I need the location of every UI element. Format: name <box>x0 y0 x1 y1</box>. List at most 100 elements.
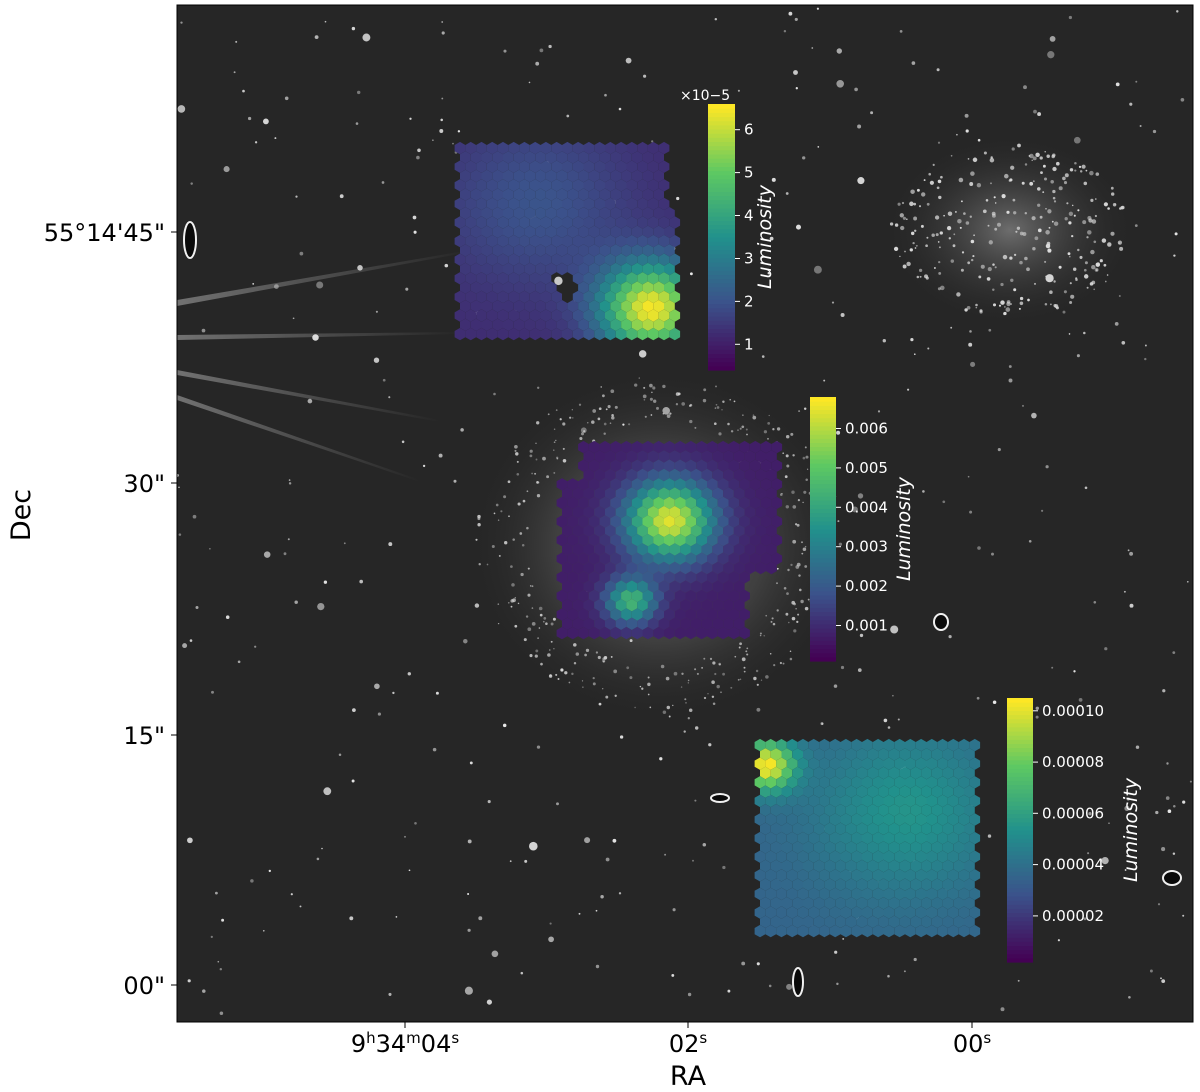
hex-bin <box>470 244 482 257</box>
hex-bin <box>728 496 740 510</box>
hex-bin <box>829 794 841 808</box>
hex-bin <box>813 785 825 798</box>
hex-bin <box>760 785 771 798</box>
hex-bin <box>519 290 530 304</box>
hex-bin <box>797 776 809 789</box>
hex-bin <box>583 561 595 575</box>
hex-bin <box>669 506 681 519</box>
hex-bin <box>588 281 600 294</box>
hex-bin <box>476 234 487 248</box>
hex-bin <box>851 776 862 789</box>
hex-bin <box>610 440 622 454</box>
hex-bin <box>851 831 862 845</box>
hex-bin <box>664 478 675 491</box>
hex-bin <box>937 869 948 882</box>
hex-bin <box>492 262 503 276</box>
hex-bin <box>497 309 509 322</box>
hex-bin <box>840 869 852 882</box>
colorbar-label: Luminosity <box>893 476 915 581</box>
hex-bin <box>669 561 681 575</box>
hex-bin <box>696 533 707 547</box>
hex-bin <box>470 262 482 276</box>
hex-bin <box>578 207 589 220</box>
hex-bin <box>723 599 734 612</box>
hex-bin <box>497 160 509 173</box>
hex-bin <box>637 309 648 322</box>
hex-bin <box>872 869 884 882</box>
hex-bin <box>894 813 905 826</box>
hex-bin <box>599 318 611 331</box>
hex-bin <box>953 766 964 780</box>
hex-bin <box>529 309 541 322</box>
hex-bin <box>803 785 814 798</box>
hex-bin <box>926 794 938 808</box>
hex-bin <box>690 599 702 612</box>
hex-bin <box>476 160 487 173</box>
hex-bin <box>680 599 691 612</box>
hex-bin <box>631 244 643 257</box>
hex-bin <box>562 506 573 519</box>
hex-bin <box>739 571 750 584</box>
hex-bin <box>637 580 648 593</box>
hex-bin <box>755 561 766 575</box>
hex-bin <box>770 878 782 891</box>
y-tick-label: 15" <box>123 722 165 750</box>
hex-bin <box>658 599 670 612</box>
hex-bin <box>717 571 729 584</box>
hex-bin <box>562 141 573 155</box>
hex-bin <box>894 757 905 770</box>
hex-bin <box>926 813 938 826</box>
hex-bin <box>647 599 659 612</box>
hex-bin <box>588 496 600 510</box>
hex-bin <box>545 207 557 220</box>
hex-bin <box>786 887 798 901</box>
hex-bin <box>492 225 503 238</box>
hex-bin <box>631 459 643 472</box>
hex-bin <box>878 766 889 780</box>
hex-bin <box>685 515 697 528</box>
hex-bin <box>776 850 787 863</box>
hex-bin <box>594 327 605 341</box>
hex-bin <box>588 262 600 276</box>
hex-bin <box>465 197 477 211</box>
hex-bin <box>653 608 664 621</box>
hex-bin <box>669 253 681 266</box>
hex-bin <box>647 580 659 593</box>
hex-bin <box>931 841 943 854</box>
hex-bin <box>653 318 664 331</box>
hex-bin <box>610 459 622 472</box>
hex-bin <box>605 253 616 266</box>
hex-bin <box>819 738 830 752</box>
hex-bin <box>953 785 964 798</box>
hex-bin <box>567 515 579 528</box>
hex-bin <box>615 197 627 211</box>
hex-bin <box>829 850 841 863</box>
hex-bin <box>797 869 809 882</box>
hex-bin <box>588 440 600 454</box>
hex-bin <box>460 281 471 294</box>
hex-bin <box>583 506 595 519</box>
hex-bin <box>915 794 927 808</box>
hex-bin <box>647 450 659 463</box>
hex-bin <box>690 468 702 482</box>
hex-bin <box>824 915 836 928</box>
hex-bin <box>749 459 761 472</box>
hex-bin <box>829 924 841 938</box>
hex-bin <box>749 533 761 547</box>
hex-bin <box>653 207 664 220</box>
hex-bin <box>642 478 654 491</box>
hex-bin <box>888 897 900 910</box>
hex-bin <box>856 859 868 873</box>
hex-bin <box>786 794 798 808</box>
hex-bin <box>497 253 509 266</box>
hex-bin <box>915 738 927 752</box>
y-tick-label: 55°14'45" <box>44 219 165 247</box>
hex-bin <box>760 841 771 854</box>
hex-bin <box>905 869 916 882</box>
hex-bin <box>572 561 584 575</box>
hex-bin <box>969 869 981 882</box>
hex-bin <box>701 599 713 612</box>
hex-bin <box>664 300 675 313</box>
hex-bin <box>454 309 466 322</box>
hex-bin <box>921 859 932 873</box>
